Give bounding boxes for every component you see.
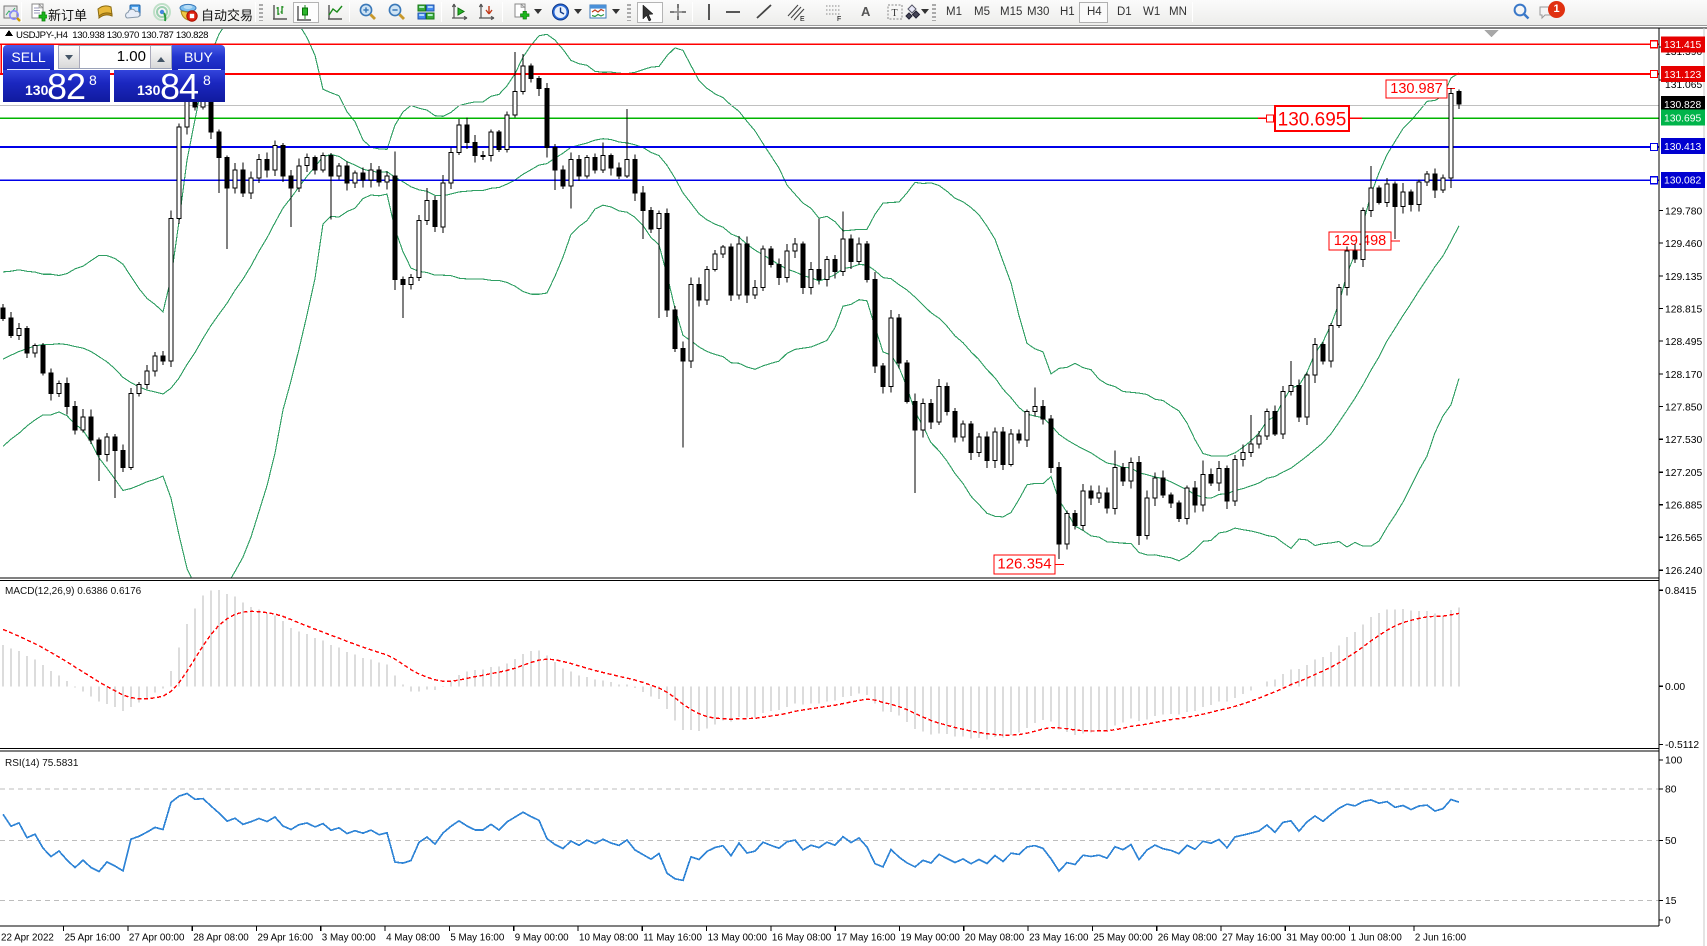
svg-text:131.065: 131.065 <box>1665 80 1702 91</box>
svg-text:F: F <box>837 16 841 23</box>
svg-text:0.00: 0.00 <box>1665 682 1685 693</box>
svg-text:23 May 16:00: 23 May 16:00 <box>1029 933 1089 944</box>
svg-text:25 Apr 16:00: 25 Apr 16:00 <box>65 933 121 944</box>
svg-text:131.123: 131.123 <box>1664 70 1701 81</box>
svg-text:E: E <box>800 16 805 23</box>
svg-text:5 May 16:00: 5 May 16:00 <box>450 933 504 944</box>
svg-text:27 Apr 00:00: 27 Apr 00:00 <box>129 933 185 944</box>
svg-text:RSI(14) 75.5831: RSI(14) 75.5831 <box>5 758 79 769</box>
svg-text:T: T <box>892 8 898 19</box>
svg-text:131.415: 131.415 <box>1664 40 1701 51</box>
svg-text:130.695: 130.695 <box>1278 110 1347 131</box>
svg-text:31 May 00:00: 31 May 00:00 <box>1286 933 1346 944</box>
svg-text:MACD(12,26,9) 0.6386 0.6176: MACD(12,26,9) 0.6386 0.6176 <box>5 586 142 597</box>
svg-text:28 Apr 08:00: 28 Apr 08:00 <box>193 933 249 944</box>
svg-text:129.135: 129.135 <box>1665 272 1702 283</box>
svg-text:126.885: 126.885 <box>1665 501 1702 512</box>
svg-text:25 May 00:00: 25 May 00:00 <box>1093 933 1153 944</box>
svg-text:10 May 08:00: 10 May 08:00 <box>579 933 639 944</box>
svg-text:0.8415: 0.8415 <box>1665 586 1697 597</box>
svg-text:130.413: 130.413 <box>1664 142 1701 153</box>
svg-text:27 May 16:00: 27 May 16:00 <box>1222 933 1282 944</box>
svg-text:130.828: 130.828 <box>1664 100 1701 111</box>
svg-text:50: 50 <box>1665 836 1677 847</box>
svg-text:11 May 16:00: 11 May 16:00 <box>643 933 702 944</box>
svg-text:130.987: 130.987 <box>1390 81 1442 97</box>
svg-text:129.498: 129.498 <box>1334 233 1386 249</box>
svg-text:131.390: 131.390 <box>1665 47 1702 58</box>
svg-text:130.082: 130.082 <box>1664 176 1701 187</box>
svg-text:126.565: 126.565 <box>1665 533 1702 544</box>
svg-text:20 May 08:00: 20 May 08:00 <box>965 933 1025 944</box>
svg-text:16 May 08:00: 16 May 08:00 <box>772 933 832 944</box>
svg-text:9 May 00:00: 9 May 00:00 <box>515 933 569 944</box>
svg-text:15: 15 <box>1665 896 1677 907</box>
svg-text:127.530: 127.530 <box>1665 435 1702 446</box>
svg-text:130.695: 130.695 <box>1664 113 1701 124</box>
svg-text:17 May 16:00: 17 May 16:00 <box>836 933 896 944</box>
svg-text:29 Apr 16:00: 29 Apr 16:00 <box>258 933 314 944</box>
svg-text:-0.5112: -0.5112 <box>1665 740 1699 751</box>
svg-text:4 May 08:00: 4 May 08:00 <box>386 933 440 944</box>
svg-text:0: 0 <box>1665 916 1671 927</box>
svg-text:129.780: 129.780 <box>1665 206 1702 217</box>
svg-text:128.495: 128.495 <box>1665 337 1702 348</box>
svg-text:126.354: 126.354 <box>997 556 1051 573</box>
svg-text:126.240: 126.240 <box>1665 566 1702 577</box>
svg-text:128.815: 128.815 <box>1665 304 1702 315</box>
svg-text:80: 80 <box>1665 785 1677 796</box>
svg-text:128.170: 128.170 <box>1665 370 1702 381</box>
svg-text:19 May 00:00: 19 May 00:00 <box>901 933 961 944</box>
svg-text:129.460: 129.460 <box>1665 239 1702 250</box>
svg-text:22 Apr 2022: 22 Apr 2022 <box>1 933 54 944</box>
svg-text:3 May 00:00: 3 May 00:00 <box>322 933 376 944</box>
svg-text:127.205: 127.205 <box>1665 468 1702 479</box>
svg-text:13 May 00:00: 13 May 00:00 <box>708 933 768 944</box>
svg-text:1 Jun 08:00: 1 Jun 08:00 <box>1351 933 1403 944</box>
svg-text:100: 100 <box>1665 756 1682 767</box>
svg-text:127.850: 127.850 <box>1665 402 1702 413</box>
svg-text:2 Jun 16:00: 2 Jun 16:00 <box>1415 933 1467 944</box>
svg-text:USDJPY-,H4 130.938 130.970 13: USDJPY-,H4 130.938 130.970 130.787 130.8… <box>16 30 208 41</box>
svg-text:26 May 08:00: 26 May 08:00 <box>1158 933 1218 944</box>
